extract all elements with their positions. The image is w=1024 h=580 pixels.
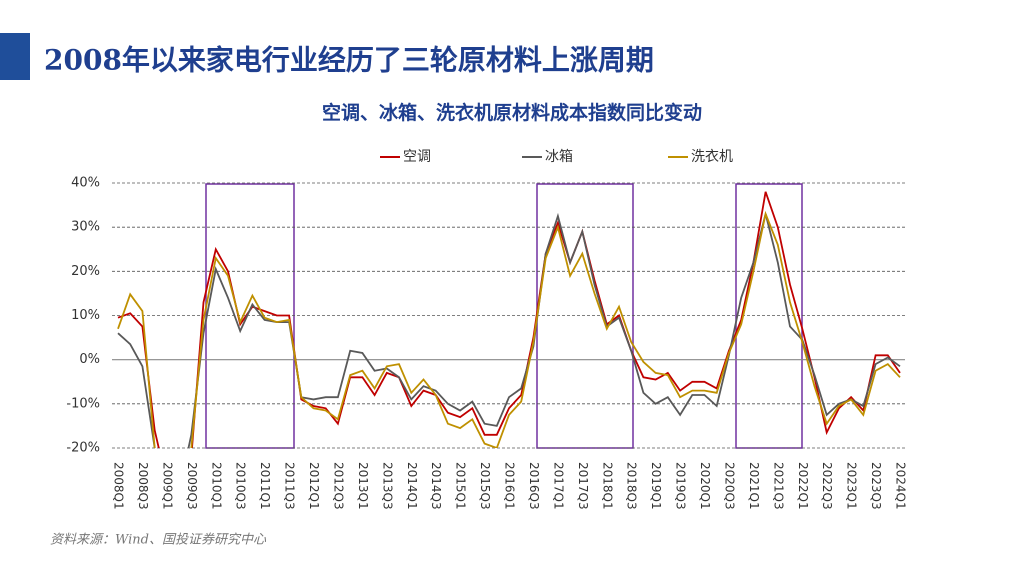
x-tick-label: 2018Q1 bbox=[600, 462, 614, 510]
slide-title: 2008年以来家电行业经历了三轮原材料上涨周期 bbox=[44, 44, 654, 77]
x-tick-label: 2024Q1 bbox=[894, 462, 908, 510]
plot-area bbox=[117, 191, 901, 448]
y-tick-label: 30% bbox=[71, 220, 100, 235]
x-tick-label: 2021Q3 bbox=[771, 462, 785, 510]
series-line bbox=[117, 210, 901, 448]
x-tick-label: 2023Q1 bbox=[845, 462, 859, 510]
x-tick-label: 2012Q1 bbox=[307, 462, 321, 510]
x-tick-label: 2018Q3 bbox=[625, 462, 639, 510]
x-tick-label: 2021Q1 bbox=[747, 462, 761, 510]
x-tick-label: 2016Q1 bbox=[503, 462, 517, 510]
x-tick-label: 2017Q3 bbox=[576, 462, 590, 510]
x-tick-label: 2014Q1 bbox=[405, 462, 419, 510]
x-tick-label: 2012Q3 bbox=[331, 462, 345, 510]
x-tick-label: 2013Q1 bbox=[356, 462, 370, 510]
x-tick-label: 2016Q3 bbox=[527, 462, 541, 510]
y-tick-label: -20% bbox=[66, 441, 100, 456]
x-tick-label: 2019Q1 bbox=[649, 462, 663, 510]
x-tick-label: 2011Q1 bbox=[258, 462, 272, 510]
legend-label: 洗衣机 bbox=[691, 149, 733, 165]
x-tick-label: 2022Q1 bbox=[796, 462, 810, 510]
x-tick-label: 2008Q1 bbox=[112, 462, 126, 510]
y-tick-label: 10% bbox=[71, 308, 100, 323]
x-tick-label: 2020Q3 bbox=[722, 462, 736, 510]
legend-label: 冰箱 bbox=[545, 149, 573, 165]
x-tick-label: 2023Q3 bbox=[869, 462, 883, 510]
x-tick-label: 2009Q1 bbox=[160, 462, 174, 510]
source-note: 资料来源：Wind、国投证券研究中心 bbox=[50, 532, 267, 548]
x-tick-label: 2015Q1 bbox=[454, 462, 468, 510]
x-tick-label: 2010Q3 bbox=[234, 462, 248, 510]
x-tick-label: 2014Q3 bbox=[429, 462, 443, 510]
x-tick-label: 2020Q1 bbox=[698, 462, 712, 510]
x-tick-label: 2013Q3 bbox=[380, 462, 394, 510]
x-tick-label: 2022Q3 bbox=[820, 462, 834, 510]
x-tick-label: 2008Q3 bbox=[136, 462, 150, 510]
y-tick-label: 20% bbox=[71, 264, 100, 279]
x-tick-label: 2015Q3 bbox=[478, 462, 492, 510]
y-tick-label: 40% bbox=[71, 176, 100, 191]
series-line bbox=[117, 212, 901, 448]
y-tick-label: -10% bbox=[66, 396, 100, 411]
legend-label: 空调 bbox=[403, 149, 431, 165]
x-tick-label: 2011Q3 bbox=[283, 462, 297, 510]
title-accent bbox=[0, 33, 30, 80]
y-tick-label: 0% bbox=[79, 352, 100, 367]
x-tick-label: 2019Q3 bbox=[674, 462, 688, 510]
series-line bbox=[117, 191, 901, 448]
x-tick-label: 2010Q1 bbox=[209, 462, 223, 510]
x-tick-label: 2009Q3 bbox=[185, 462, 199, 510]
x-tick-label: 2017Q1 bbox=[551, 462, 565, 510]
chart-title: 空调、冰箱、洗衣机原材料成本指数同比变动 bbox=[322, 101, 702, 124]
